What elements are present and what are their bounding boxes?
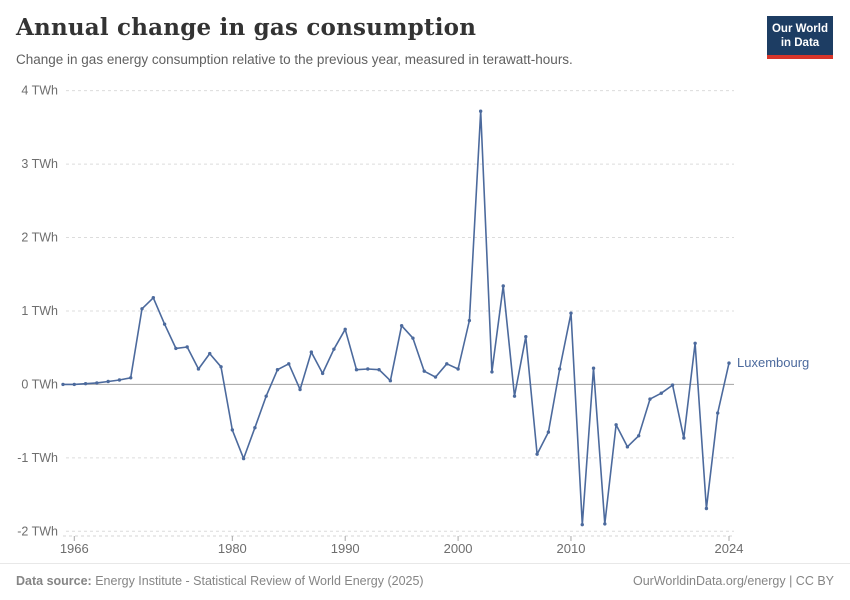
chart-footer: Data source: Energy Institute - Statisti… — [0, 563, 850, 600]
x-axis-tick-label: 1966 — [60, 541, 89, 556]
data-point — [727, 361, 731, 365]
y-axis-tick-label: 4 TWh — [21, 84, 58, 98]
data-point — [219, 365, 223, 369]
data-point — [388, 379, 393, 383]
data-point — [490, 370, 494, 374]
data-point — [501, 284, 505, 288]
data-point — [659, 391, 663, 395]
y-axis-tick-label: 2 TWh — [21, 231, 58, 245]
data-point — [625, 445, 630, 449]
data-point — [377, 368, 381, 372]
data-point — [241, 456, 246, 461]
data-point — [196, 367, 201, 371]
x-axis-tick-label: 2024 — [715, 541, 744, 556]
data-point — [670, 383, 675, 387]
data-source-label: Data source: — [16, 574, 92, 588]
data-point — [208, 351, 212, 356]
data-point — [253, 426, 257, 430]
data-point — [399, 323, 404, 328]
x-axis-tick-label: 1980 — [218, 541, 247, 556]
data-point — [524, 334, 528, 339]
data-point — [557, 367, 562, 371]
owid-logo[interactable]: Our World in Data — [767, 16, 833, 59]
chart-title: Annual change in gas consumption — [16, 14, 477, 41]
data-point — [704, 506, 709, 511]
data-point — [230, 428, 235, 432]
data-point — [343, 327, 347, 332]
data-point — [162, 322, 167, 326]
data-point — [636, 434, 641, 438]
y-axis-tick-label: -2 TWh — [17, 524, 58, 538]
data-point — [445, 362, 449, 366]
data-point — [591, 366, 596, 370]
data-point — [106, 379, 110, 384]
data-point — [580, 522, 584, 527]
data-point — [354, 368, 359, 372]
y-axis-tick-label: 0 TWh — [21, 377, 58, 391]
data-point — [603, 522, 607, 526]
owid-logo-line2: in Data — [780, 37, 820, 49]
license-note: OurWorldinData.org/energy | CC BY — [632, 574, 834, 588]
data-point — [546, 430, 551, 434]
data-source-text: Energy Institute - Statistical Review of… — [91, 574, 424, 588]
data-point — [478, 109, 483, 113]
data-point — [648, 397, 652, 401]
data-point — [467, 318, 472, 323]
data-point — [61, 382, 65, 387]
data-point — [151, 296, 156, 300]
data-point — [569, 311, 573, 315]
chart-subtitle: Change in gas energy consumption relativ… — [16, 52, 573, 67]
data-point — [332, 347, 336, 351]
data-point — [512, 394, 517, 398]
data-point — [129, 376, 133, 380]
data-point — [140, 307, 144, 311]
data-point — [72, 382, 76, 387]
data-point — [117, 378, 122, 382]
data-point — [456, 367, 460, 371]
data-point — [366, 367, 370, 371]
data-point — [716, 411, 720, 415]
y-axis-tick-label: 1 TWh — [21, 304, 58, 318]
data-point — [433, 375, 438, 379]
x-axis-tick-label: 2000 — [444, 541, 473, 556]
data-point — [422, 369, 426, 373]
data-source-note: Data source: Energy Institute - Statisti… — [16, 574, 424, 588]
data-point — [287, 362, 291, 366]
data-point — [185, 345, 189, 349]
data-point — [309, 350, 314, 354]
x-axis-tick-label: 1990 — [331, 541, 360, 556]
data-point — [682, 436, 686, 440]
data-point — [535, 452, 539, 456]
data-point — [95, 381, 99, 385]
data-point — [411, 336, 415, 340]
data-point — [693, 341, 697, 345]
owid-logo-line1: Our World — [771, 23, 828, 35]
data-point — [298, 387, 302, 392]
data-point — [320, 371, 325, 376]
data-point — [83, 381, 88, 386]
y-axis-tick-label: -1 TWh — [17, 451, 58, 465]
data-point — [275, 368, 280, 372]
data-point — [264, 394, 268, 398]
data-point — [174, 346, 178, 351]
data-point — [614, 423, 618, 427]
x-axis-tick-label: 2010 — [557, 541, 586, 556]
data-line — [62, 110, 730, 526]
entity-label: Luxembourg — [737, 355, 809, 370]
y-axis-tick-label: 3 TWh — [21, 157, 58, 171]
